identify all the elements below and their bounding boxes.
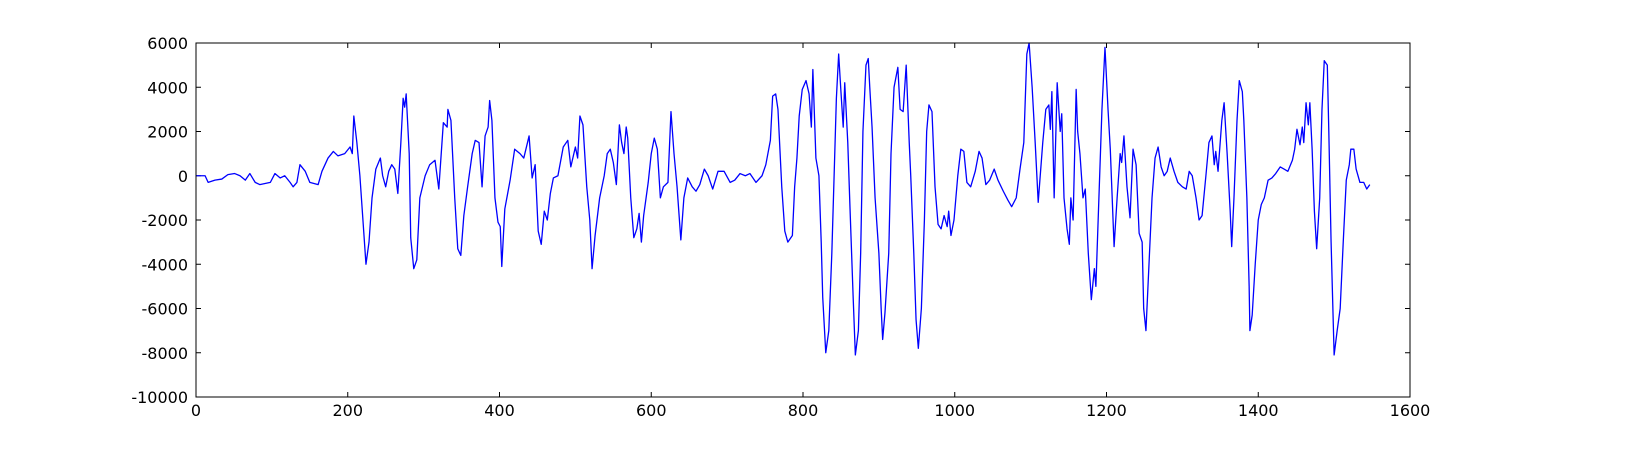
y-tick-label: 0 <box>178 167 188 186</box>
x-tick-label: 800 <box>788 401 819 420</box>
y-tick-label: -2000 <box>142 211 189 230</box>
y-tick-label: 2000 <box>147 123 188 142</box>
x-tick-label: 1000 <box>934 401 975 420</box>
x-tick-label: 600 <box>636 401 667 420</box>
x-tick-label: 400 <box>484 401 515 420</box>
x-tick-label: 1200 <box>1086 401 1127 420</box>
plot-frame <box>195 42 1411 398</box>
x-tick-label: 1400 <box>1238 401 1279 420</box>
data-line <box>196 42 1371 356</box>
x-tick-label: 0 <box>191 401 201 420</box>
y-tick-label: -10000 <box>131 388 188 407</box>
y-tick-label: -6000 <box>142 300 189 319</box>
y-tick-label: 6000 <box>147 34 188 53</box>
x-tick-label: 200 <box>332 401 363 420</box>
y-tick-label: -8000 <box>142 344 189 363</box>
y-tick-label: 4000 <box>147 78 188 97</box>
y-tick-label: -4000 <box>142 255 189 274</box>
x-tick-label: 1600 <box>1390 401 1431 420</box>
